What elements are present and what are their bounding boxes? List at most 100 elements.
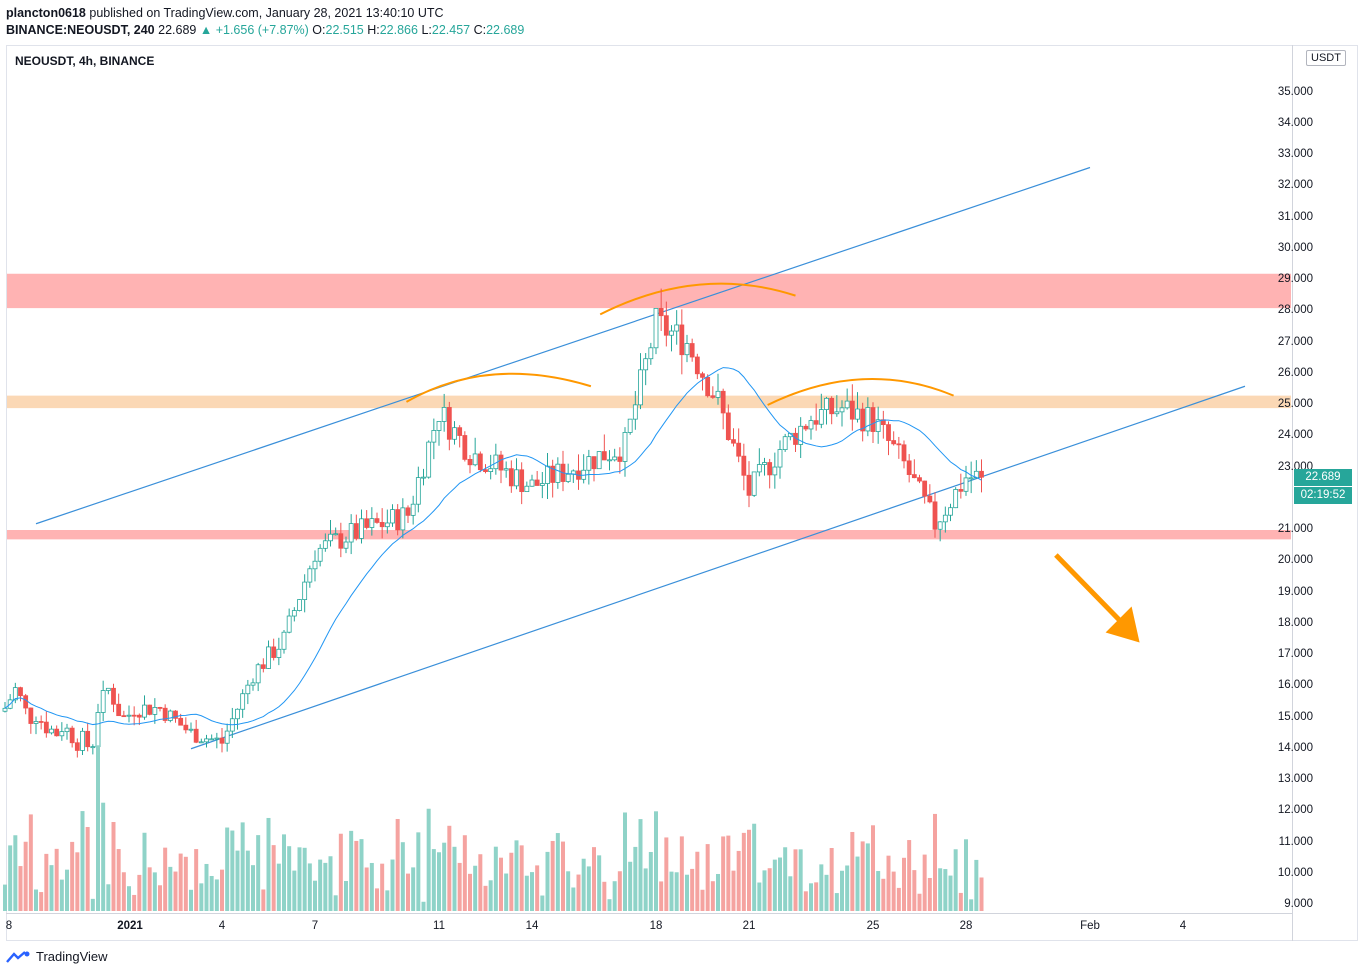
- price-axis-line: [1292, 45, 1293, 941]
- candle-body: [142, 704, 147, 718]
- volume-bar: [359, 839, 364, 911]
- volume-bar: [313, 880, 317, 911]
- volume-bar: [426, 808, 431, 911]
- candle-body: [379, 522, 385, 528]
- volume-bar: [406, 873, 410, 911]
- volume-bar: [473, 865, 478, 911]
- candle-body: [519, 469, 525, 493]
- volume-bar: [943, 869, 948, 911]
- currency-unit[interactable]: USDT: [1306, 50, 1346, 66]
- price-tick-label: 29.000: [1277, 273, 1313, 285]
- volume-bar: [809, 883, 813, 911]
- high-value: 22.866: [379, 23, 418, 37]
- price-tick-label: 14.000: [1277, 741, 1313, 754]
- candle-body: [777, 449, 783, 468]
- candle-body: [658, 307, 664, 317]
- volume-bar: [137, 874, 142, 911]
- volume-bar: [395, 818, 400, 911]
- volume-bar: [504, 873, 509, 911]
- candle-body: [700, 373, 705, 378]
- volume-bar: [214, 879, 219, 911]
- volume-bar: [948, 875, 953, 911]
- candle-body: [731, 439, 736, 444]
- volume-bar: [380, 863, 385, 911]
- volume-bar: [220, 869, 224, 911]
- candle-body: [467, 458, 473, 466]
- volume-bar: [540, 895, 545, 911]
- volume-bar: [685, 874, 689, 911]
- volume-bar: [488, 880, 493, 911]
- volume-bar: [421, 901, 426, 911]
- volume-bar: [695, 851, 700, 911]
- volume-bar: [8, 845, 13, 911]
- time-tick-label: 11: [433, 920, 445, 932]
- candle-body: [803, 425, 809, 430]
- volume-bar: [845, 865, 850, 911]
- volume-bar: [349, 830, 354, 911]
- volume-bar: [338, 833, 343, 911]
- candle-body: [617, 456, 623, 462]
- candle-body: [627, 418, 633, 433]
- candle-body: [870, 407, 876, 432]
- symbol-name[interactable]: BINANCE:NEOUSDT, 240: [6, 23, 155, 37]
- candle-body: [514, 469, 519, 487]
- candle-body: [565, 473, 571, 482]
- price-change: ▲ +1.656 (+7.87%): [199, 23, 309, 37]
- price-tick-label: 12.000: [1277, 804, 1313, 817]
- candle-body: [715, 390, 721, 398]
- volume-bar: [855, 856, 860, 911]
- volume-bar: [896, 887, 901, 911]
- time-tick-label: 4: [218, 920, 226, 932]
- candle-body: [162, 707, 168, 721]
- candle-body: [663, 315, 669, 336]
- price-tick-label: 21.000: [1277, 523, 1313, 535]
- candle-body: [204, 738, 209, 743]
- price-tick-label: 30.000: [1277, 241, 1313, 254]
- volume-bar: [34, 889, 38, 911]
- candle-body: [534, 479, 540, 486]
- volume-bar: [571, 887, 576, 911]
- candle-body: [694, 356, 700, 375]
- candle-body: [74, 742, 80, 751]
- candle-body: [426, 441, 432, 478]
- volume-bar: [871, 825, 875, 911]
- candle-body: [798, 425, 804, 445]
- candle-body: [601, 451, 607, 461]
- candle-body: [834, 411, 840, 415]
- price-tick-label: 27.000: [1277, 335, 1313, 348]
- volume-bar: [261, 889, 266, 911]
- candle-body: [622, 432, 628, 462]
- volume-bar: [416, 832, 421, 911]
- volume-bar: [917, 893, 922, 911]
- candle-body: [751, 471, 757, 496]
- candle-body: [214, 737, 220, 740]
- candle-body: [312, 560, 318, 570]
- volume-bar: [509, 852, 514, 911]
- chart-frame[interactable]: [6, 45, 1358, 941]
- candle-body: [550, 465, 556, 483]
- volume-bar: [535, 865, 540, 911]
- candle-body: [126, 714, 132, 717]
- tradingview-footer[interactable]: TradingView: [6, 949, 108, 964]
- candle-body: [612, 456, 618, 461]
- candle-body: [54, 728, 60, 737]
- volume-bar: [65, 869, 69, 911]
- candle-body: [59, 731, 65, 737]
- publish-date: published on TradingView.com, January 28…: [89, 6, 444, 20]
- volume-bar: [555, 833, 560, 911]
- volume-bar: [581, 858, 586, 911]
- volume-bar: [803, 891, 808, 911]
- volume-bar: [111, 822, 116, 911]
- publisher-name[interactable]: plancton0618: [6, 6, 86, 20]
- candle-body: [240, 693, 246, 710]
- volume-bar: [256, 835, 261, 911]
- price-tick-label: 20.000: [1277, 554, 1313, 567]
- volume-bar: [772, 859, 777, 911]
- candle-body: [710, 395, 716, 398]
- volume-bar: [85, 827, 90, 911]
- candle-body: [64, 727, 70, 733]
- candle-body: [483, 469, 488, 473]
- time-axis-line: [6, 913, 1292, 914]
- candle-body: [400, 507, 406, 531]
